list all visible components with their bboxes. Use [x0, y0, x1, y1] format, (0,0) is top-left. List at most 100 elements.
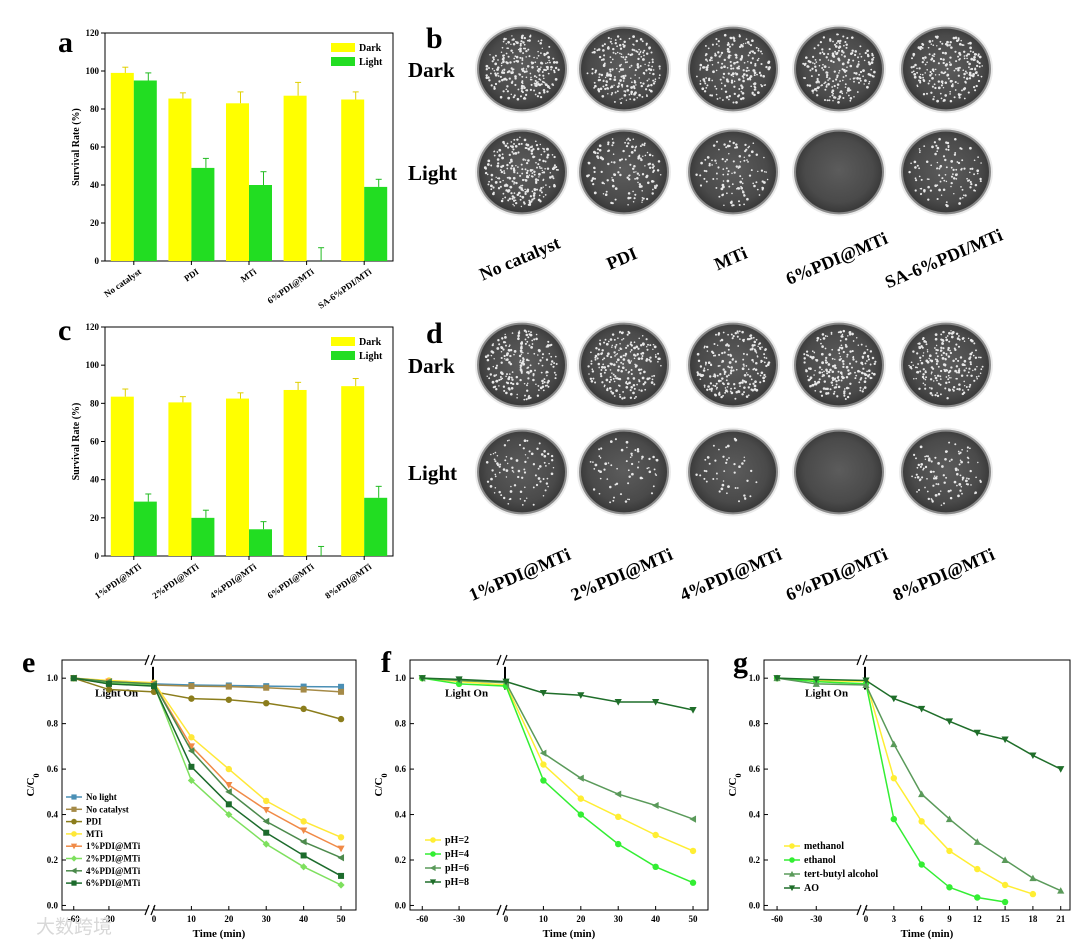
- colony: [750, 337, 753, 340]
- plot-frame: [61, 659, 357, 911]
- colony: [836, 51, 839, 55]
- colony: [757, 372, 759, 375]
- colony: [937, 483, 940, 486]
- colony: [739, 385, 741, 387]
- colony: [963, 50, 966, 53]
- colony: [489, 54, 491, 56]
- colony: [915, 457, 917, 460]
- colony: [942, 351, 946, 355]
- colony: [645, 345, 648, 348]
- colony: [812, 55, 815, 59]
- colony: [494, 475, 497, 478]
- colony: [510, 192, 513, 195]
- colony: [507, 387, 511, 390]
- colony: [603, 43, 606, 46]
- colony: [607, 93, 609, 95]
- series-line-2-pdi-mti: [73, 677, 342, 886]
- colony: [532, 486, 535, 489]
- colony: [943, 481, 946, 484]
- colony: [606, 387, 609, 390]
- colony: [629, 174, 631, 176]
- colony: [744, 42, 747, 45]
- colony: [531, 343, 534, 345]
- x-tick-label: -60: [771, 914, 783, 924]
- colony: [956, 161, 959, 163]
- colony: [969, 363, 972, 366]
- legend-label: MTi: [86, 829, 103, 839]
- legend-swatch-light: [331, 57, 355, 66]
- colony: [936, 45, 938, 47]
- colony: [546, 153, 550, 157]
- colony: [746, 66, 749, 69]
- colony: [726, 492, 728, 495]
- colony: [700, 375, 703, 378]
- colony: [930, 72, 933, 75]
- colony: [606, 179, 609, 182]
- colony: [502, 40, 505, 43]
- colony: [505, 391, 508, 395]
- colony: [620, 101, 623, 105]
- colony: [596, 155, 599, 158]
- colony: [925, 92, 929, 95]
- colony: [954, 467, 958, 471]
- colony: [537, 362, 540, 365]
- legend-marker: [429, 879, 437, 886]
- data-point: [890, 774, 898, 782]
- colony: [615, 67, 618, 70]
- colony: [942, 474, 945, 477]
- data-point: [812, 676, 820, 683]
- colony: [730, 81, 734, 84]
- colony: [956, 484, 958, 487]
- colony: [593, 50, 596, 54]
- colony: [938, 174, 941, 177]
- colony: [648, 61, 651, 64]
- colony: [972, 51, 975, 54]
- colony: [940, 97, 943, 100]
- colony: [716, 478, 718, 480]
- colony: [645, 69, 648, 72]
- colony: [620, 55, 623, 58]
- colony: [521, 168, 524, 171]
- colony: [837, 33, 839, 36]
- colony: [719, 97, 721, 99]
- colony: [610, 85, 614, 89]
- colony: [619, 393, 621, 396]
- colony: [978, 356, 980, 359]
- colony: [533, 338, 536, 341]
- colony: [831, 370, 835, 373]
- colony: [847, 372, 851, 376]
- colony: [753, 71, 757, 75]
- colony: [725, 344, 728, 347]
- colony: [839, 39, 842, 43]
- colony: [957, 74, 960, 77]
- colony: [626, 344, 629, 347]
- colony: [742, 190, 745, 194]
- colony: [954, 369, 957, 373]
- colony: [831, 54, 835, 57]
- colony: [763, 353, 766, 356]
- colony: [537, 467, 540, 470]
- colony: [517, 48, 520, 51]
- colony: [524, 178, 526, 181]
- colony: [699, 174, 702, 177]
- colony: [612, 499, 615, 502]
- colony: [939, 378, 942, 380]
- colony: [514, 144, 518, 148]
- colony: [627, 330, 630, 333]
- colony: [586, 174, 589, 178]
- colony: [978, 55, 982, 59]
- colony: [930, 498, 933, 500]
- legend-label-light: Light: [359, 57, 383, 68]
- colony: [505, 359, 507, 361]
- colony: [963, 87, 967, 90]
- colony: [757, 48, 760, 50]
- colony: [830, 331, 833, 334]
- data-point: [689, 847, 697, 855]
- colony: [635, 395, 637, 398]
- colony: [823, 370, 825, 373]
- colony: [506, 146, 510, 149]
- colony: [718, 45, 720, 47]
- colony: [628, 370, 631, 373]
- colony: [926, 490, 929, 493]
- colony: [803, 357, 806, 360]
